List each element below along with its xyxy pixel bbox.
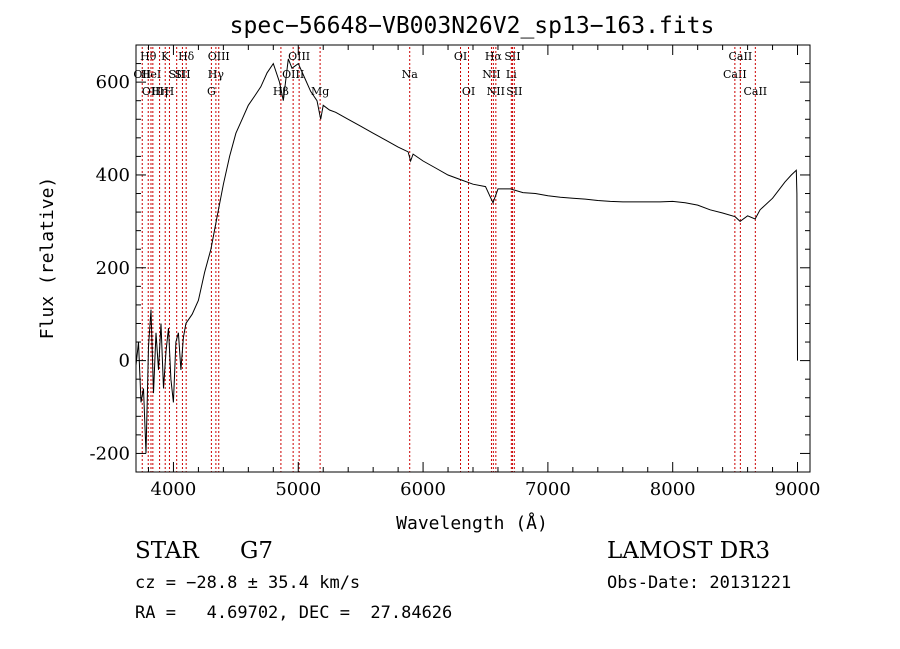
x-tick-label-4000: 4000	[151, 479, 197, 500]
marker-label-7: SII	[169, 68, 185, 81]
marker-label-20: NII	[482, 68, 500, 81]
marker-label-2: HeI	[141, 68, 161, 81]
marker-label-24: SII	[504, 50, 520, 63]
marker-label-9: Hδ	[178, 50, 195, 63]
y-tick-label-200: 200	[96, 258, 130, 279]
y-tick-label-0: 0	[119, 351, 130, 372]
marker-label-8: SII	[174, 68, 190, 81]
marker-label-0: OII	[133, 68, 151, 81]
line-markers: OIIHθHeIOIIIHηKHSIISIIHδGHγOIIIHβOIIIOII…	[133, 47, 767, 472]
marker-label-21: Hα	[485, 50, 503, 63]
marker-label-3: OIII	[142, 85, 164, 98]
coordinates-text: RA = 4.69702, DEC = 27.84626	[135, 603, 453, 623]
marker-label-17: Na	[402, 68, 419, 81]
marker-label-25: SII	[506, 85, 522, 98]
marker-label-16: Mg	[311, 85, 329, 98]
marker-label-26: CaII	[723, 68, 747, 81]
marker-label-6: H	[165, 85, 175, 98]
marker-label-19: OI	[462, 85, 475, 98]
plot-frame	[135, 44, 811, 473]
chart-title: spec−56648−VB003N26V2_sp13−163.fits	[230, 13, 715, 39]
x-tick-label-5000: 5000	[275, 479, 321, 500]
marker-label-5: K	[161, 50, 170, 63]
axes-layer: 4000 5000 6000 7000 8000 9000 -200 0 200 400 600	[90, 44, 821, 500]
x-axis-label: Wavelength (Å)	[396, 512, 548, 534]
marker-label-11: Hγ	[208, 68, 225, 81]
obs-date-text: Obs-Date: 20131221	[607, 573, 792, 593]
x-tick-label-9000: 9000	[775, 479, 821, 500]
y-tick-label--200: -200	[90, 443, 130, 464]
x-tick-label-6000: 6000	[400, 479, 446, 500]
marker-label-28: CaII	[743, 85, 767, 98]
marker-label-27: CaII	[729, 50, 753, 63]
y-axis-label: Flux (relative)	[37, 177, 58, 340]
object-subclass: G7	[240, 538, 274, 564]
redshift-text: cz = −28.8 ± 35.4 km/s	[135, 573, 361, 593]
marker-label-10: G	[207, 85, 216, 98]
y-tick-label-600: 600	[96, 72, 130, 93]
marker-label-4: Hη	[151, 85, 167, 98]
x-tick-label-8000: 8000	[650, 479, 696, 500]
marker-label-23: Li	[506, 68, 517, 81]
marker-label-12: OIII	[208, 50, 230, 63]
marker-label-15: OIII	[288, 50, 310, 63]
object-class: STAR	[135, 538, 199, 564]
marker-label-18: OI	[454, 50, 467, 63]
survey-name: LAMOST DR3	[607, 538, 771, 564]
series-layer	[135, 58, 798, 454]
marker-label-1: Hθ	[140, 50, 157, 63]
spectrum-series-0	[135, 58, 798, 454]
y-tick-label-400: 400	[96, 165, 130, 186]
marker-label-22: NII	[487, 85, 505, 98]
x-tick-label-7000: 7000	[525, 479, 571, 500]
